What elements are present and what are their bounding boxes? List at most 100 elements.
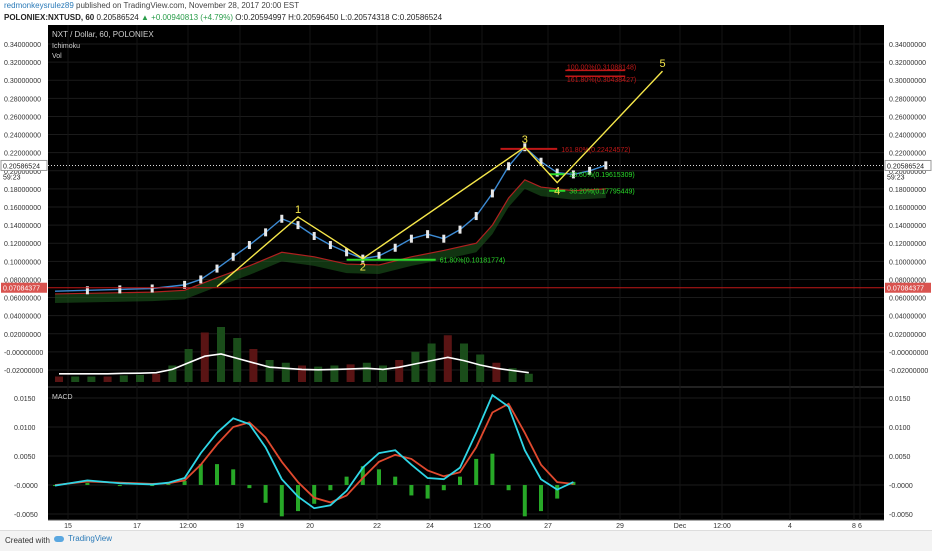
- price-tick-left: 0.04000000: [4, 314, 41, 321]
- price-candle: [507, 162, 511, 171]
- macd-histogram-bar: [344, 476, 349, 485]
- price-candle: [118, 285, 122, 294]
- price-tick-left: 0.02000000: [4, 332, 41, 339]
- macd-histogram-bar: [441, 485, 446, 491]
- up-arrow-icon: ▲: [140, 13, 149, 22]
- volume-bar: [362, 362, 371, 382]
- price-tick-right: 0.10000000: [889, 259, 926, 266]
- macd-tick-left: 0.0100: [14, 425, 36, 432]
- price-tick-right: 0.16000000: [889, 205, 926, 212]
- volume-bar: [524, 373, 533, 382]
- price-candle: [458, 225, 462, 234]
- price-candle: [150, 284, 154, 293]
- volume-bar: [168, 365, 177, 382]
- chart-area[interactable]: 0.34000000 0.34000000 0.32000000 0.32000000…: [0, 25, 932, 530]
- macd-histogram-bar: [360, 466, 365, 485]
- red-level-tag-right: [885, 282, 931, 293]
- volume-bar: [314, 366, 323, 382]
- wave-label-4: 4: [554, 186, 560, 198]
- price-tick-right: 0.30000000: [889, 78, 926, 85]
- price-candle: [555, 168, 559, 177]
- macd-histogram-bar: [458, 476, 462, 485]
- time-tick-label: 19: [236, 523, 244, 530]
- time-tick-label: 4: [788, 523, 792, 530]
- chart-title: NXT / Dollar, 60, POLONIEX: [52, 30, 154, 39]
- price-candle: [85, 286, 89, 295]
- price-tick-left: 0.20000000: [4, 169, 41, 176]
- price-tick-right: 0.12000000: [889, 241, 926, 248]
- volume-bar: [119, 375, 128, 382]
- price-tick-right: 0.26000000: [889, 114, 926, 121]
- volume-bar: [55, 376, 63, 382]
- current-price-label-right: 0.20586524: [887, 163, 924, 170]
- publish-line: redmonkeysrulez89 published on TradingVi…: [4, 1, 299, 10]
- price-tick-left: 0.18000000: [4, 187, 41, 194]
- ichimoku-lower-line: [54, 179, 606, 295]
- macd-histogram-bar: [409, 485, 414, 496]
- price-candle: [280, 214, 284, 223]
- price-candle: [393, 243, 397, 252]
- macd-histogram-bar: [166, 483, 171, 485]
- macd-histogram-bar: [490, 453, 495, 485]
- price-tick-left: 0.16000000: [4, 205, 41, 212]
- volume-bar: [330, 365, 339, 382]
- volume-bar: [71, 376, 80, 382]
- price-candle: [474, 212, 478, 221]
- fib-level-label: 38.20%(0.17795449): [569, 189, 634, 196]
- current-price-label-left: 0.20586524: [3, 163, 40, 170]
- chart-canvas[interactable]: 0.34000000 0.34000000 0.32000000 0.32000000…: [0, 25, 932, 530]
- symbol-name: POLONIEX:NXTUSD, 60: [4, 13, 95, 22]
- price-tick-right: 0.24000000: [889, 133, 926, 140]
- volume-bar: [476, 354, 485, 382]
- macd-histogram-bar: [182, 480, 187, 485]
- time-tick-label: 24: [426, 523, 434, 530]
- time-tick-label: 29: [616, 523, 624, 530]
- price-tick-right: -0.00000000: [889, 350, 928, 357]
- volume-bar: [184, 349, 193, 382]
- macd-histogram-bar: [506, 485, 511, 491]
- vol-legend: Vol: [52, 53, 62, 60]
- time-tick-label: 17: [133, 523, 141, 530]
- macd-histogram-bar: [474, 458, 479, 485]
- volume-bar: [265, 360, 274, 382]
- time-tick-label: 27: [544, 523, 552, 530]
- macd-histogram-bar: [85, 482, 90, 485]
- price-tick-left: 0.06000000: [4, 296, 41, 303]
- volume-bar: [200, 332, 209, 382]
- price-tick-right: 0.20000000: [889, 169, 926, 176]
- price-candle: [442, 234, 446, 243]
- target-level-label: 100.00%(0.31088148): [567, 64, 636, 71]
- wave-label-1: 1: [295, 204, 301, 216]
- price-candle: [426, 230, 430, 239]
- price-candle: [539, 157, 543, 166]
- tradingview-logo[interactable]: TradingView: [54, 534, 112, 543]
- price-candle: [247, 241, 251, 250]
- countdown-left: 59:23: [3, 174, 21, 181]
- volume-bar: [249, 349, 258, 382]
- macd-histogram-bar: [425, 485, 430, 499]
- time-tick-label: 6: [858, 523, 862, 530]
- price-tick-right: 0.28000000: [889, 96, 926, 103]
- macd-histogram-bar: [279, 485, 284, 517]
- macd-tick-right: 0.0150: [889, 396, 911, 403]
- time-tick-label: 22: [373, 523, 381, 530]
- price-tick-left: 0.34000000: [4, 42, 41, 49]
- price-tick-left: -0.00000000: [4, 350, 43, 357]
- current-price-tag-left: [0, 159, 48, 171]
- red-level-label-left: 0.07084377: [3, 286, 40, 293]
- volume-bar: [427, 343, 436, 382]
- current-price-tag-right: [884, 159, 932, 171]
- volume-bar: [103, 376, 112, 382]
- time-tick-label: 20: [306, 523, 314, 530]
- price-tick-left: 0.28000000: [4, 96, 41, 103]
- macd-tick-left: 0.0150: [14, 396, 36, 403]
- author-link[interactable]: redmonkeysrulez89: [4, 1, 74, 10]
- macd-line: [54, 393, 574, 510]
- macd-tick-right: 0.0050: [889, 454, 911, 461]
- time-tick-label: 8: [852, 523, 856, 530]
- last-price: 0.20586524: [96, 13, 139, 22]
- wave-label-2: 2: [360, 262, 366, 274]
- price-tick-right: 0.32000000: [889, 60, 926, 67]
- price-candle: [296, 221, 300, 230]
- fib-level-label: 61.80%(0.10181774): [440, 258, 505, 265]
